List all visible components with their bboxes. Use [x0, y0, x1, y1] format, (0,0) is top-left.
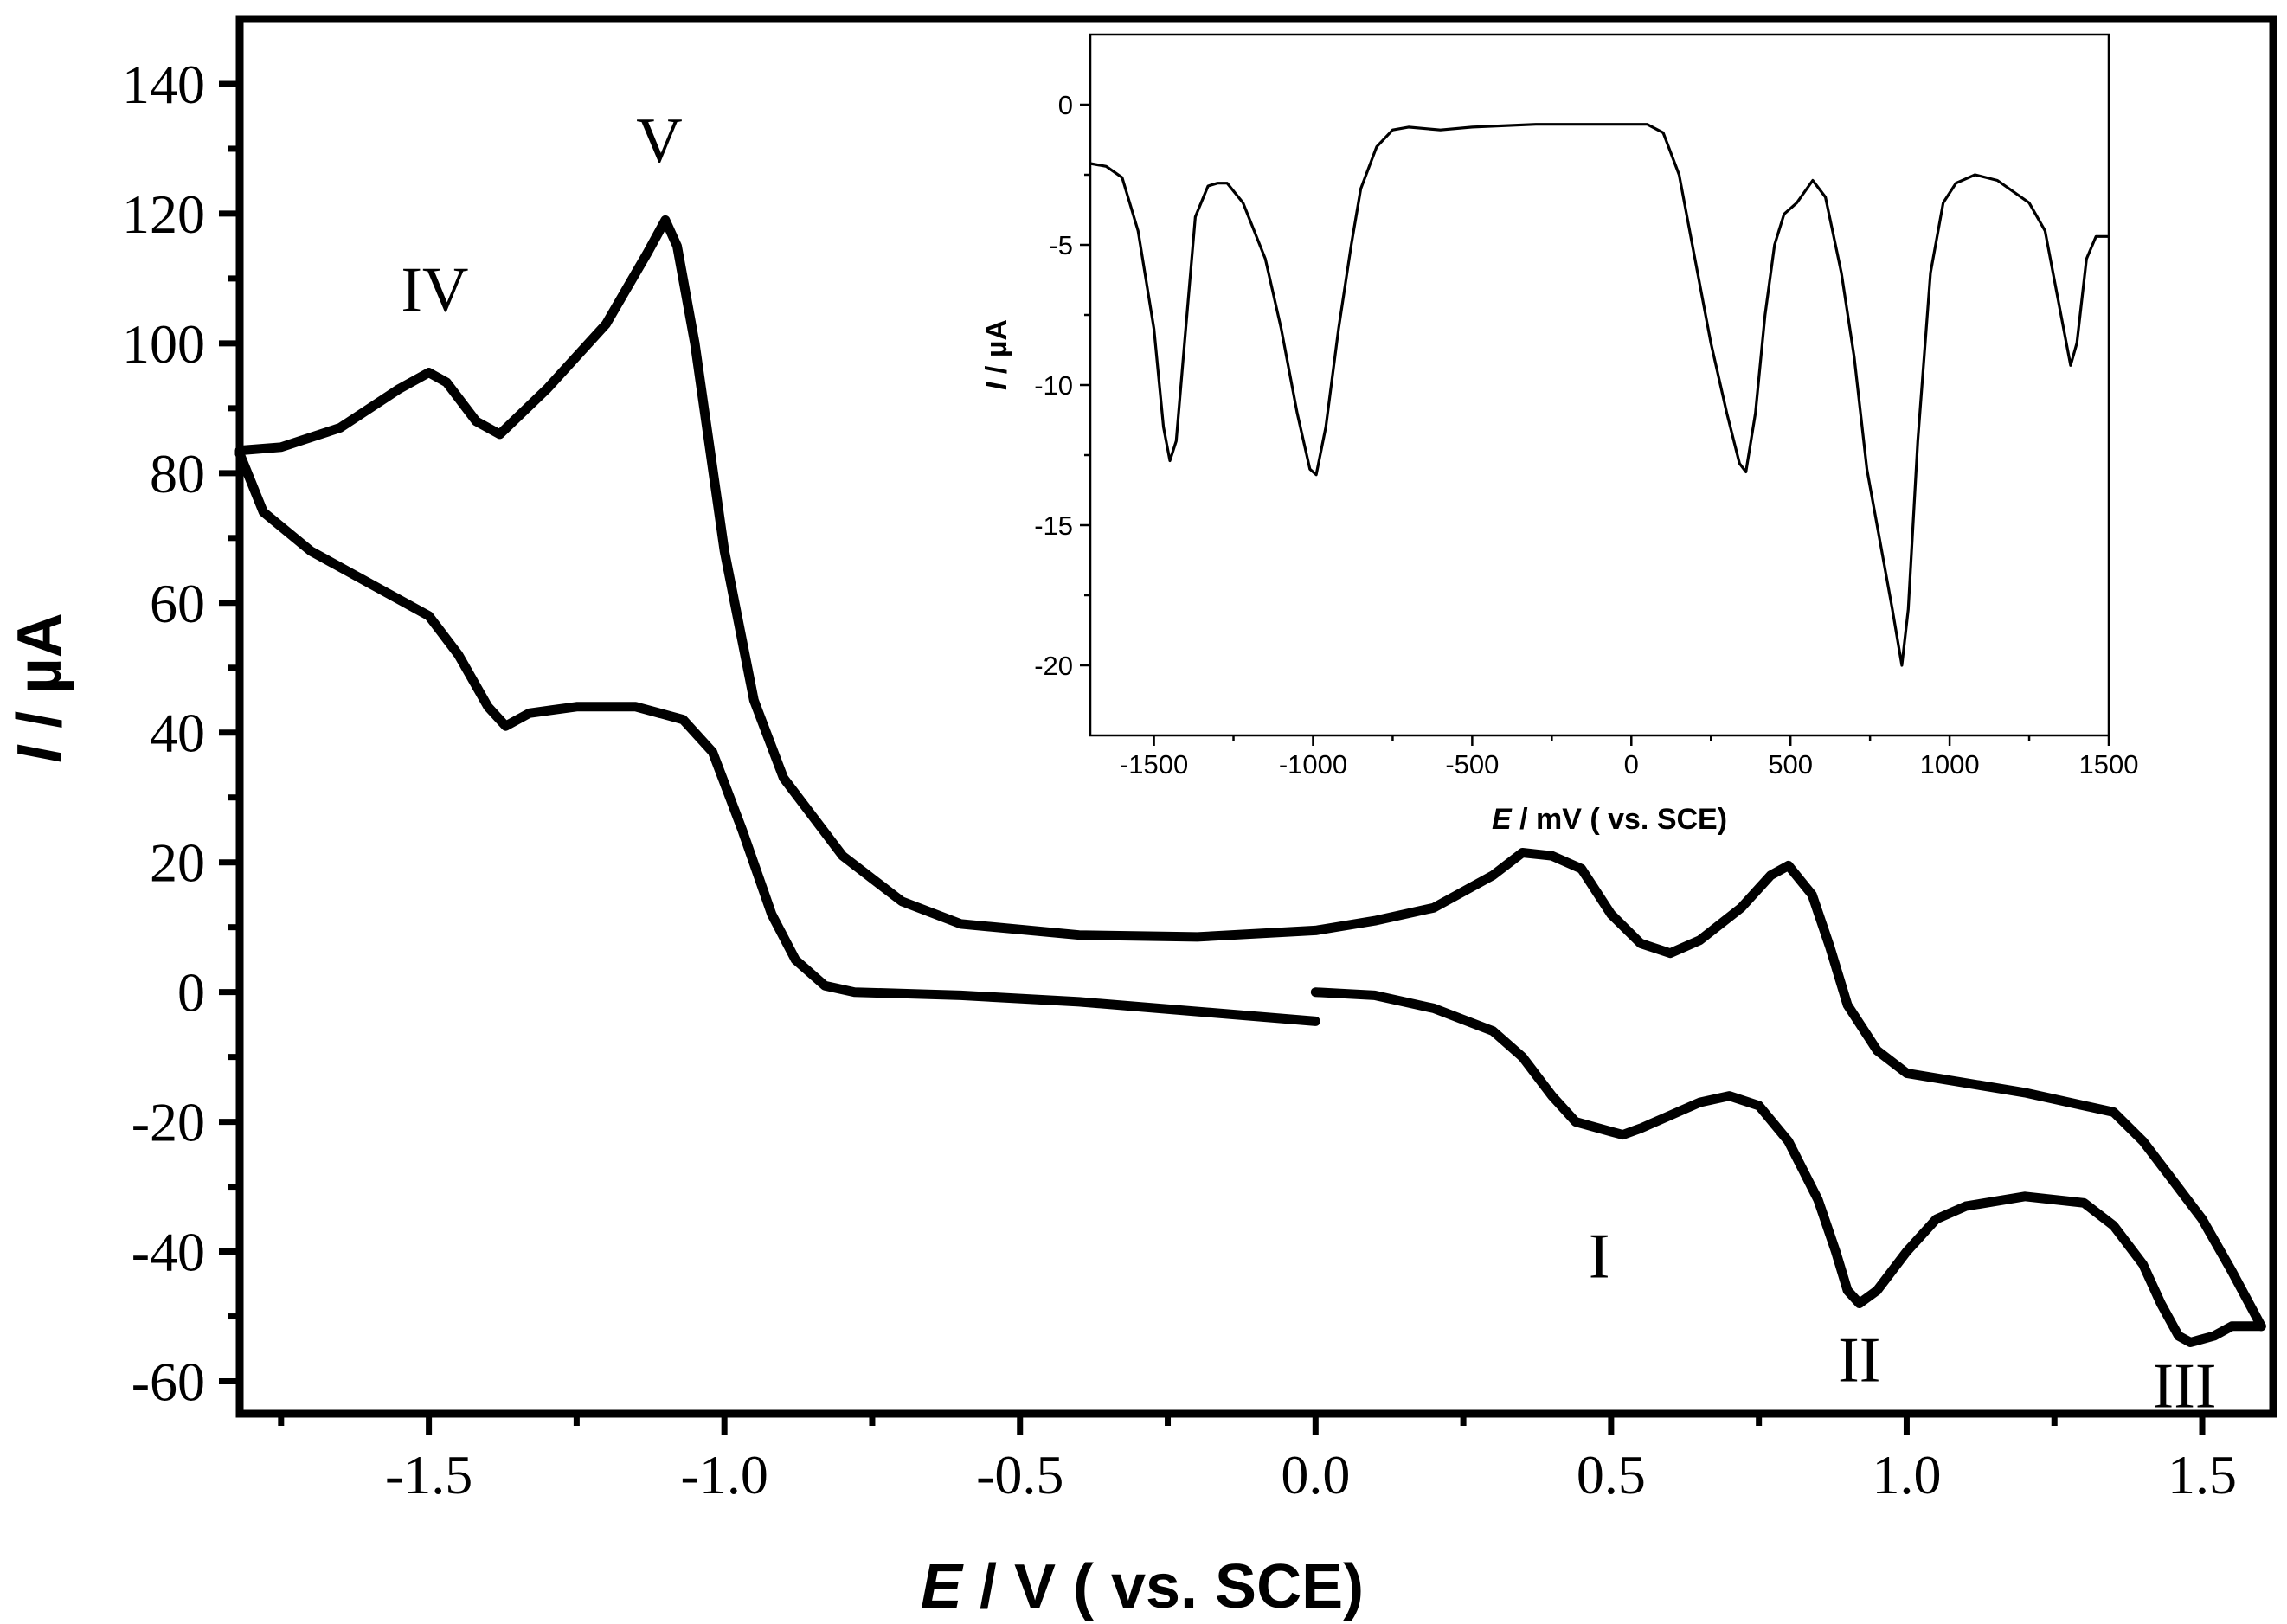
y-tick-label: -5	[1049, 230, 1073, 260]
x-tick-label: 0.0	[1281, 1444, 1350, 1505]
inset-y-axis-ticks: -20 -15 -10 -5 0	[1034, 90, 1090, 681]
main-plot-frame	[235, 15, 2277, 1418]
inset-plot: -1500 -1000 -500 0 500 1000 1500 -20-15-10-50 …	[980, 33, 2139, 836]
main-x-axis-title: E / V ( vs. SCE)	[921, 1552, 1364, 1621]
series-line-return-sweep	[234, 448, 1320, 1026]
x-tick-label: 0	[1624, 749, 1639, 780]
x-tick-label: 1.0	[1872, 1444, 1941, 1505]
y-tick-label: -20	[1034, 651, 1073, 681]
peak-label: IV	[401, 254, 468, 325]
y-tick-label: 100	[122, 313, 205, 375]
peak-label: III	[2153, 1351, 2217, 1422]
x-tick-label: -1000	[1279, 749, 1347, 780]
y-tick-label: 120	[122, 183, 205, 245]
y-tick-label: 0	[1058, 90, 1073, 120]
y-tick-label: 80	[150, 443, 205, 504]
y-tick-label: -40	[132, 1222, 205, 1283]
inset-x-axis-ticks: -1500 -1000 -500 0 500 1000 1500	[1120, 735, 2139, 780]
x-tick-label: -1500	[1120, 749, 1188, 780]
y-tick-label: 20	[150, 832, 205, 894]
y-tick-label: 40	[150, 703, 205, 764]
y-tick-label: -60	[132, 1351, 205, 1413]
main-plot: -1.5 -1.0 -0.5 0.0 0.5 1.0 1.5 -60 -40 -20 0 20 40 6…	[5, 15, 2277, 1621]
series-line-differential-pulse	[1089, 123, 2110, 667]
series-line-anodic-sweep	[1310, 987, 2266, 1347]
main-y-axis-title: I / µA	[5, 613, 74, 763]
peak-label: V	[636, 106, 682, 177]
y-tick-label: -15	[1034, 510, 1073, 541]
inset-curves	[1089, 123, 2110, 667]
x-tick-label: 1000	[1920, 749, 1980, 780]
y-tick-label: 140	[122, 54, 205, 115]
y-tick-label: -20	[132, 1092, 205, 1153]
main-y-axis-ticks: -60 -40 -20 0 20 40 60 80 100 120 140	[122, 54, 240, 1413]
x-tick-label: 1.5	[2168, 1444, 2237, 1505]
inset-y-axis-title: I / µA	[980, 319, 1013, 390]
inset-x-axis-title: E / mV ( vs. SCE)	[1492, 803, 1727, 836]
x-tick-label: 500	[1768, 749, 1813, 780]
main-x-axis-ticks: -1.5 -1.0 -0.5 0.0 0.5 1.0 1.5	[278, 1414, 2237, 1505]
y-tick-label: 0	[177, 962, 205, 1024]
x-tick-label: -1.0	[681, 1444, 768, 1505]
x-tick-label: -500	[1445, 749, 1499, 780]
x-tick-label: -0.5	[976, 1444, 1063, 1505]
y-tick-label: -10	[1034, 370, 1073, 401]
peak-label: I	[1589, 1222, 1610, 1293]
y-tick-label: 60	[150, 573, 205, 634]
x-tick-label: -1.5	[385, 1444, 472, 1505]
x-tick-label: 0.5	[1577, 1444, 1646, 1505]
inset-plot-frame	[1089, 33, 2110, 737]
main-curves	[234, 215, 2266, 1347]
peak-label: II	[1838, 1326, 1880, 1396]
x-tick-label: 1500	[2079, 749, 2139, 780]
series-line-cathodic-sweep	[234, 215, 2266, 1332]
